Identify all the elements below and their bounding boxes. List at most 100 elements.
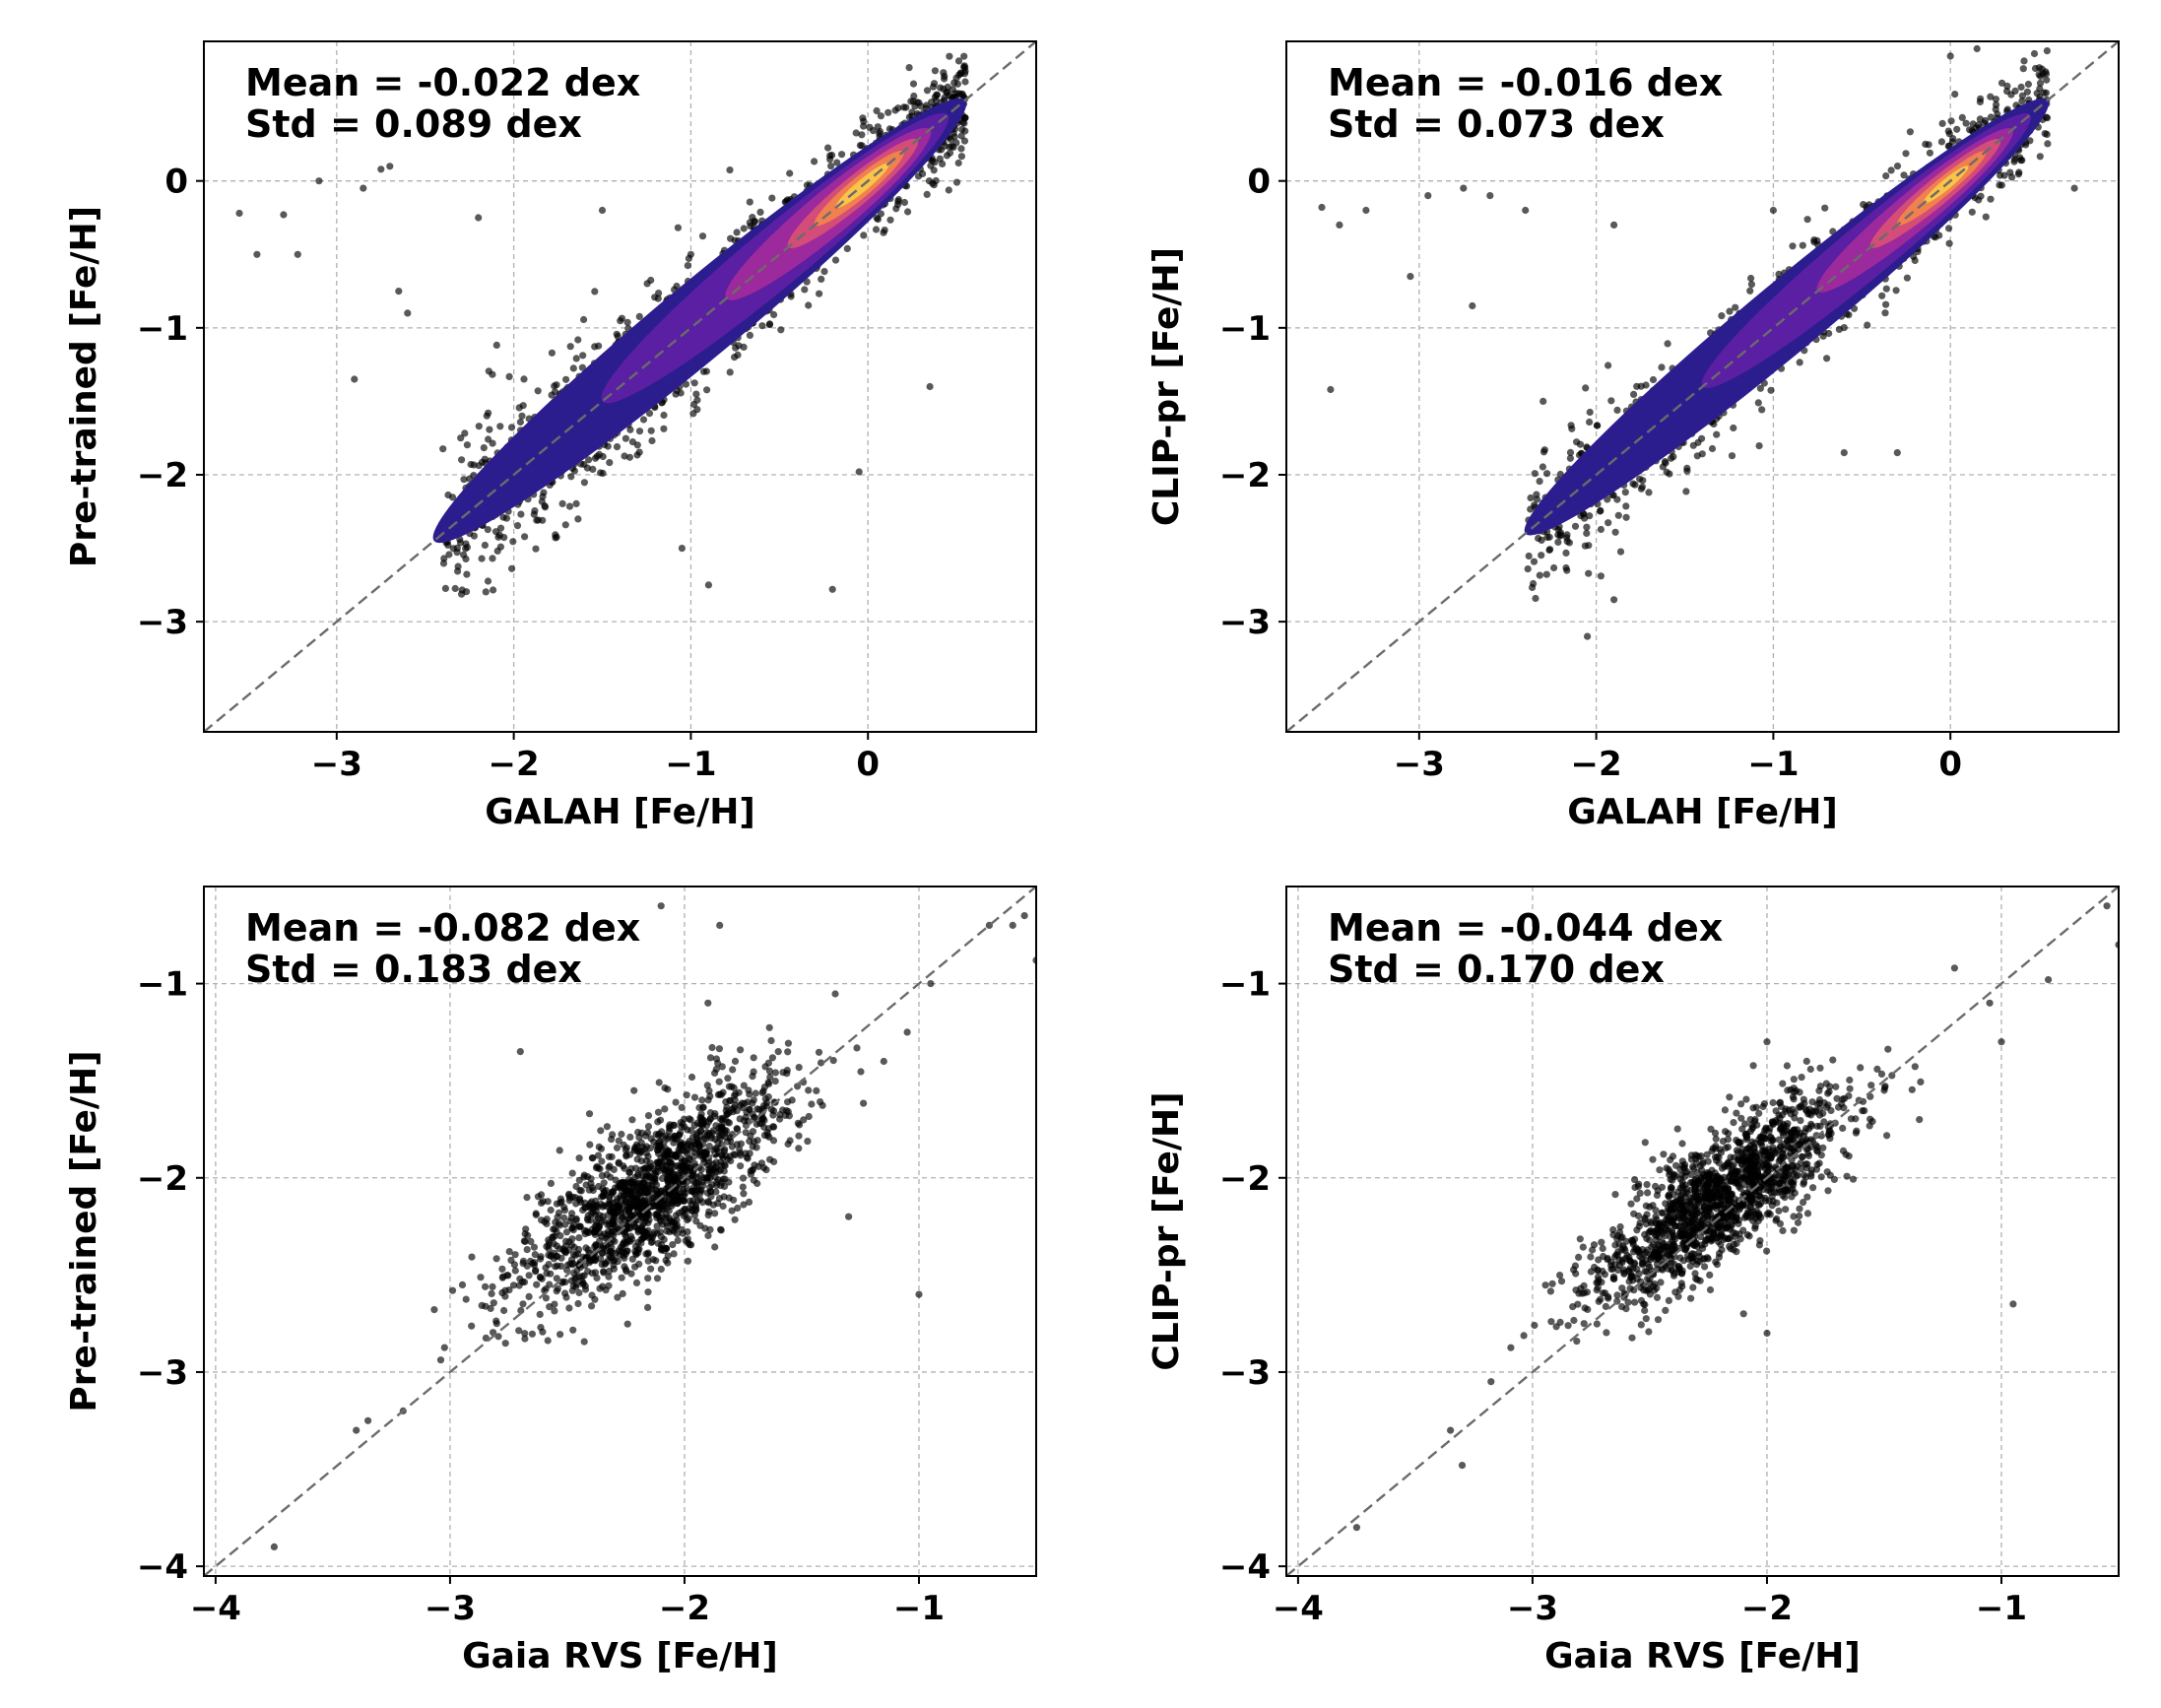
data-point: [517, 510, 525, 518]
data-point: [436, 1356, 445, 1364]
data-point: [622, 1238, 630, 1246]
y-tick-label: −3: [1219, 603, 1271, 642]
data-point: [1614, 511, 1622, 519]
data-point: [725, 1194, 733, 1202]
data-point: [660, 425, 668, 432]
data-point: [461, 429, 469, 437]
data-point: [585, 1186, 593, 1194]
data-point: [565, 502, 574, 510]
data-point: [441, 584, 449, 593]
data-point: [621, 452, 628, 460]
data-point: [665, 1133, 673, 1141]
data-point: [829, 1057, 837, 1065]
data-point: [627, 1178, 635, 1186]
data-point: [2031, 64, 2040, 73]
data-point: [570, 1243, 578, 1251]
data-point: [584, 1212, 592, 1219]
data-point: [687, 1164, 694, 1172]
data-point: [525, 1292, 533, 1300]
data-point: [653, 1275, 662, 1282]
data-point: [758, 322, 766, 330]
data-point: [635, 427, 644, 435]
data-point: [1597, 525, 1604, 534]
data-point: [767, 1036, 775, 1045]
data-point: [547, 1179, 556, 1187]
data-point: [960, 52, 968, 60]
data-point: [928, 99, 936, 106]
data-point: [2070, 184, 2078, 192]
data-point: [582, 1181, 590, 1189]
data-point: [572, 499, 580, 507]
data-point: [1582, 384, 1590, 392]
data-point: [644, 1123, 653, 1131]
data-point: [1730, 424, 1737, 432]
data-point: [505, 1248, 513, 1256]
data-point: [765, 1023, 773, 1031]
data-point: [1460, 184, 1468, 192]
data-point: [545, 1261, 553, 1269]
data-point: [715, 1045, 724, 1053]
data-point: [660, 1165, 668, 1173]
data-point: [574, 336, 582, 344]
data-point: [1840, 324, 1848, 332]
y-tick-label: −2: [137, 456, 188, 495]
data-point: [815, 1048, 823, 1056]
data-point: [824, 144, 832, 152]
data-point: [1718, 312, 1726, 320]
data-point: [488, 1289, 495, 1297]
data-point: [687, 250, 695, 258]
data-point: [1993, 100, 2000, 108]
data-point: [1807, 1111, 1815, 1119]
data-point: [833, 159, 841, 166]
data-point: [553, 533, 560, 541]
data-point: [569, 1326, 577, 1334]
data-point: [582, 1244, 590, 1252]
data-point: [673, 1152, 681, 1160]
data-point: [753, 1179, 761, 1188]
data-point: [516, 1048, 524, 1056]
data-point: [557, 1262, 565, 1270]
data-point: [463, 570, 471, 578]
data-point: [724, 1075, 732, 1083]
data-point: [1009, 921, 1016, 930]
data-point: [499, 1273, 507, 1281]
data-point: [572, 1182, 580, 1191]
data-point: [602, 1259, 610, 1267]
data-point: [786, 1137, 794, 1145]
data-point: [628, 1255, 636, 1263]
data-point: [656, 1138, 664, 1146]
data-point: [776, 1115, 784, 1123]
data-point: [711, 1243, 719, 1251]
data-point: [1767, 386, 1775, 394]
data-point: [880, 1057, 887, 1066]
data-point: [1550, 563, 1558, 572]
data-point: [618, 1130, 625, 1139]
data-point: [1689, 441, 1697, 449]
data-point: [750, 1054, 757, 1062]
data-point: [666, 1216, 675, 1224]
data-point: [583, 464, 592, 472]
data-point: [521, 1237, 529, 1245]
data-point: [1580, 1320, 1588, 1328]
data-point: [626, 1133, 634, 1141]
data-point: [1982, 213, 1990, 221]
data-point: [561, 1249, 569, 1257]
data-point: [577, 1187, 585, 1195]
std-annotation: Std = 0.073 dex: [1328, 102, 1665, 146]
data-point: [665, 1123, 674, 1131]
y-tick-label: 0: [164, 163, 188, 202]
data-point: [1622, 513, 1630, 521]
data-point: [622, 434, 630, 442]
data-point: [686, 1138, 693, 1146]
data-point: [1540, 446, 1548, 454]
data-point: [1708, 444, 1717, 453]
data-point: [665, 1193, 673, 1201]
data-point: [689, 1177, 697, 1185]
data-point: [1611, 528, 1619, 536]
data-point: [1710, 420, 1718, 428]
data-point: [872, 226, 881, 233]
data-point: [478, 1301, 486, 1309]
data-point: [477, 1274, 485, 1281]
data-point: [712, 1055, 721, 1063]
x-tick-label: −3: [425, 1589, 476, 1628]
